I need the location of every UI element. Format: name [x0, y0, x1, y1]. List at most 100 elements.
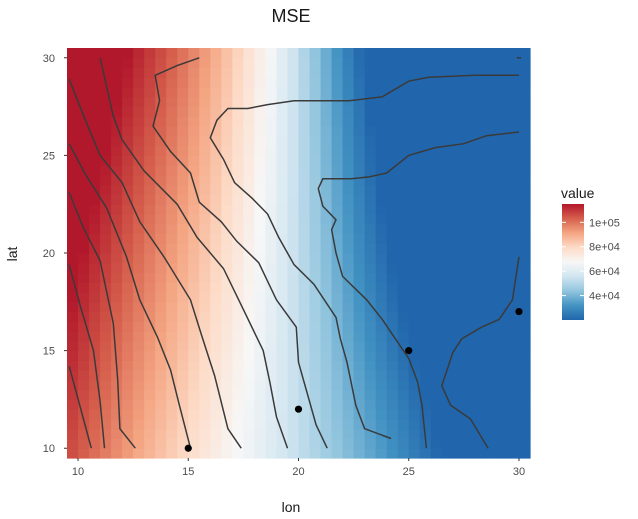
heatmap-tile — [122, 126, 134, 137]
data-point — [294, 405, 303, 413]
heatmap-tile — [430, 243, 443, 254]
heatmap-tile — [430, 116, 443, 127]
heatmap-tile — [452, 165, 465, 176]
heatmap-tile — [507, 418, 520, 430]
heatmap-tile — [221, 360, 233, 371]
heatmap-tile — [254, 223, 267, 235]
heatmap-tile — [78, 243, 90, 254]
heatmap-tile — [496, 399, 509, 410]
heatmap-tile — [397, 311, 410, 322]
heatmap-tile — [309, 370, 322, 381]
heatmap-tile — [507, 243, 520, 254]
heatmap-tile — [441, 253, 454, 264]
heatmap-tile — [287, 213, 300, 225]
heatmap-tile — [397, 428, 410, 440]
heatmap-tile — [507, 399, 520, 410]
heatmap-tile — [155, 399, 167, 410]
heatmap-tile — [199, 331, 211, 342]
y-tick-label: 15 — [43, 346, 55, 358]
heatmap-tile — [342, 262, 355, 274]
heatmap-tile — [199, 96, 211, 108]
heatmap-tile — [265, 213, 278, 225]
heatmap-tile — [100, 292, 112, 303]
heatmap-tile — [122, 106, 134, 117]
heatmap-tile — [452, 96, 465, 108]
heatmap-tile — [100, 262, 112, 274]
heatmap-tile — [155, 165, 167, 176]
heatmap-tile — [474, 77, 487, 88]
heatmap-tile — [265, 135, 278, 147]
heatmap-tile — [89, 116, 101, 127]
heatmap-tile — [452, 282, 465, 293]
heatmap-tile — [199, 370, 211, 381]
heatmap-tile — [199, 448, 211, 459]
heatmap-tile — [199, 282, 211, 293]
heatmap-tile — [452, 233, 465, 244]
heatmap-tile — [265, 438, 278, 449]
heatmap-tile — [353, 253, 366, 264]
heatmap-tile — [155, 145, 167, 156]
heatmap-tile — [496, 253, 509, 264]
heatmap-tile — [221, 311, 233, 322]
heatmap-tile — [232, 67, 244, 78]
heatmap-tile — [133, 243, 145, 254]
heatmap-tile — [254, 204, 267, 215]
heatmap-tile — [243, 340, 256, 352]
heatmap-tile — [155, 418, 167, 430]
heatmap-tile — [452, 243, 465, 254]
heatmap-tile — [430, 77, 443, 88]
heatmap-tile — [276, 213, 289, 225]
heatmap-tile — [232, 135, 244, 147]
heatmap-tile — [276, 77, 289, 88]
heatmap-tile — [419, 448, 432, 459]
heatmap-tile — [309, 292, 322, 303]
heatmap-tile — [298, 223, 311, 235]
heatmap-tile — [441, 331, 454, 342]
heatmap-tile — [441, 350, 454, 361]
heatmap-tile — [265, 67, 278, 78]
heatmap-tile — [177, 106, 189, 117]
heatmap-tile — [496, 272, 509, 283]
heatmap-tile — [309, 243, 322, 254]
heatmap-tile — [375, 96, 388, 108]
heatmap-tile — [375, 126, 388, 137]
heatmap-tile — [452, 184, 465, 196]
heatmap-tile — [133, 399, 145, 410]
heatmap-tile — [111, 418, 123, 430]
heatmap-tile — [485, 204, 498, 215]
heatmap-tile — [144, 438, 156, 449]
heatmap-tile — [474, 282, 487, 293]
heatmap-tile — [67, 331, 79, 342]
heatmap-tile — [474, 145, 487, 156]
heatmap-tile — [111, 194, 123, 205]
heatmap-tile — [254, 96, 267, 108]
heatmap-tile — [496, 87, 509, 98]
heatmap-tile — [232, 370, 244, 381]
heatmap-tile — [78, 262, 90, 274]
heatmap-tile — [111, 155, 123, 166]
heatmap-tile — [507, 340, 520, 352]
heatmap-tile — [67, 106, 79, 117]
heatmap-tile — [419, 321, 432, 332]
heatmap-tile — [463, 213, 476, 225]
heatmap-tile — [254, 135, 267, 147]
heatmap-tile — [375, 155, 388, 166]
heatmap-tile — [254, 253, 267, 264]
heatmap-tile — [298, 301, 311, 313]
heatmap-tile — [122, 213, 134, 225]
heatmap-tile — [441, 389, 454, 401]
heatmap-tile — [309, 184, 322, 196]
heatmap-tile — [518, 253, 531, 264]
heatmap-tile — [518, 174, 531, 186]
heatmap-tile — [78, 292, 90, 303]
heatmap-tile — [474, 321, 487, 332]
heatmap-tile — [133, 428, 145, 440]
heatmap-tile — [485, 48, 498, 59]
heatmap-tile — [276, 292, 289, 303]
heatmap-tile — [144, 292, 156, 303]
heatmap-tile — [353, 204, 366, 215]
heatmap-tile — [243, 282, 256, 293]
heatmap-tile — [155, 321, 167, 332]
heatmap-tile — [144, 126, 156, 137]
heatmap-tile — [144, 360, 156, 371]
